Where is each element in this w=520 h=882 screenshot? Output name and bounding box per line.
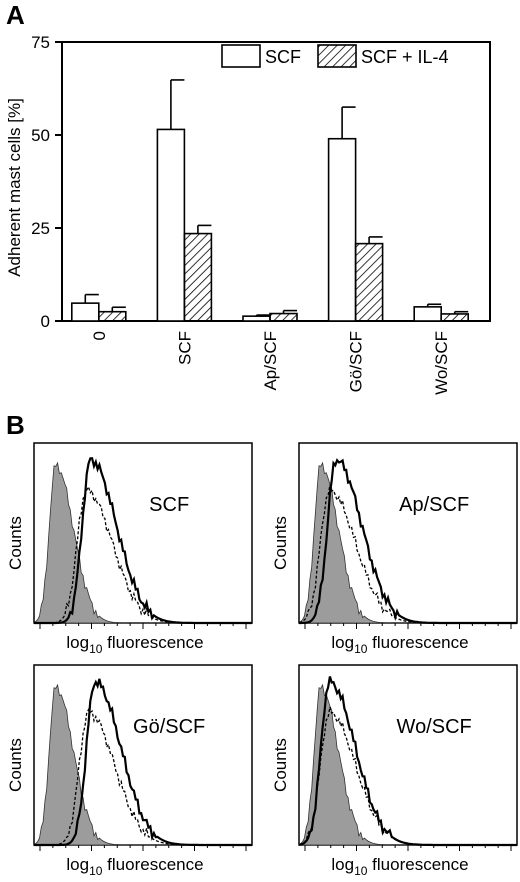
histogram-x-label: log10 fluorescence (66, 633, 203, 656)
histogram-title: Gö/SCF (133, 716, 205, 738)
x-label-log: log (331, 855, 354, 874)
histogram-y-label: Counts (6, 738, 25, 792)
bar-scf-il4 (98, 310, 127, 322)
x-category-label: Gö/SCF (347, 331, 366, 392)
panel-b-letter: B (6, 410, 25, 440)
x-category-label: 0 (90, 331, 109, 340)
bar-scf-il4 (183, 232, 213, 322)
bar-chart-panel-a: 0 25 50 75 Adherent mast cells [%] 0 SCF Ap/SCF… (5, 33, 491, 395)
y-axis-title: Adherent mast cells [%] (5, 98, 24, 277)
histogram-solid-line (299, 458, 517, 625)
x-category-label: SCF (175, 331, 194, 365)
histogram-filled-control (298, 683, 517, 846)
legend-label: SCF (265, 47, 301, 67)
bar-scf-il4 (440, 313, 470, 322)
x-label-suffix: fluorescence (102, 855, 203, 874)
histogram-y-label: Counts (271, 516, 290, 570)
histogram-y-label: Counts (6, 516, 25, 570)
legend-label: SCF + IL-4 (361, 47, 449, 67)
bar-scf (327, 137, 357, 322)
histogram-title: Wo/SCF (397, 716, 472, 738)
bar-scf (413, 306, 443, 322)
panel-a-letter: A (6, 0, 25, 30)
bar-scf-il4 (354, 242, 384, 322)
bar-scf-il4 (269, 312, 298, 322)
histogram-solid-line (34, 678, 252, 847)
legend-swatch (221, 44, 261, 68)
histogram-y-label: Counts (271, 738, 290, 792)
x-label-subscript: 10 (354, 642, 368, 656)
y-tick-label: 0 (41, 312, 50, 331)
x-label-log: log (66, 855, 89, 874)
x-category-label: Wo/SCF (432, 331, 451, 395)
x-label-suffix: fluorescence (367, 855, 468, 874)
bar-scf (156, 128, 186, 322)
x-label-suffix: fluorescence (102, 633, 203, 652)
x-label-log: log (331, 633, 354, 652)
histogram-solid-line (298, 676, 517, 847)
histogram-solid-line (34, 457, 252, 625)
y-tick-label: 50 (31, 126, 50, 145)
histogram-x-label: log10 fluorescence (331, 633, 468, 656)
histogram-x-label: log10 fluorescence (66, 855, 203, 878)
y-tick-label: 25 (31, 219, 50, 238)
y-tick-label: 75 (31, 33, 50, 52)
x-category-label: Ap/SCF (261, 331, 280, 391)
x-label-subscript: 10 (89, 642, 103, 656)
histogram-x-label: log10 fluorescence (331, 855, 468, 878)
histogram-title: SCF (149, 494, 189, 516)
bar-scf (71, 302, 100, 322)
bar-scf (242, 315, 271, 322)
histogram-filled-control (33, 461, 252, 624)
histogram-title: Ap/SCF (399, 494, 469, 516)
x-label-log: log (66, 633, 89, 652)
x-label-subscript: 10 (89, 864, 103, 878)
legend-swatch (317, 44, 357, 68)
x-label-suffix: fluorescence (367, 633, 468, 652)
x-label-subscript: 10 (354, 864, 368, 878)
plot-frame (61, 41, 491, 322)
